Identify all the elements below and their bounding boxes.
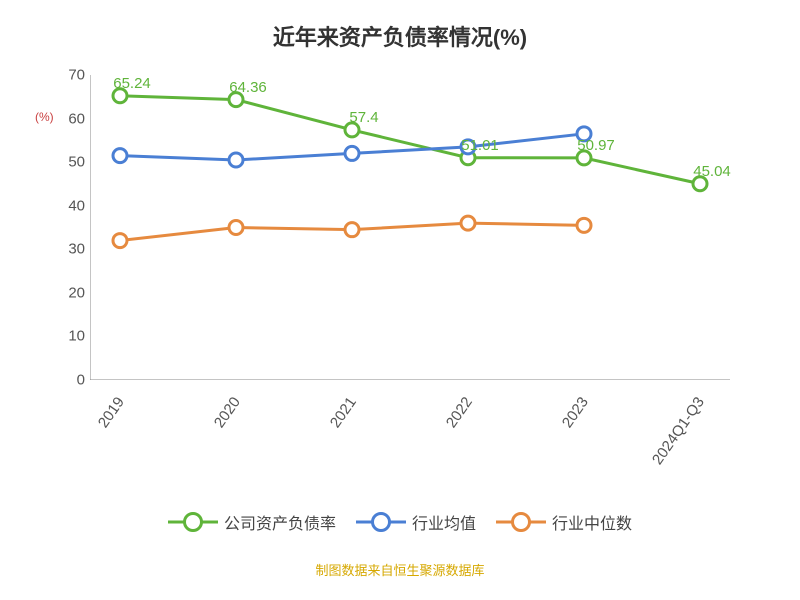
series-marker [345,146,359,160]
y-tick-label: 30 [55,241,85,258]
data-label: 57.4 [349,109,378,126]
chart-container: 近年来资产负债率情况(%) (%) 公司资产负债率 行业均值 行业中位数 制图数据来… [0,0,800,600]
legend-swatch [356,512,406,532]
y-tick-label: 0 [55,372,85,389]
x-tick-label: 2021 [327,394,360,431]
y-axis-label: (%) [35,110,54,124]
series-marker [113,234,127,248]
legend-item: 行业中位数 [496,510,632,534]
x-tick-label: 2024Q1-Q3 [649,394,708,468]
x-tick-label: 2023 [559,394,592,431]
legend-swatch [496,512,546,532]
series-marker [229,221,243,235]
legend-label: 行业中位数 [552,510,632,534]
data-label: 45.04 [693,163,731,180]
plot-area [90,75,730,380]
legend-swatch [168,512,218,532]
source-note: 制图数据来自恒生聚源数据库 [0,560,800,579]
series-marker [113,149,127,163]
y-tick-label: 70 [55,67,85,84]
series-marker [229,153,243,167]
series-marker [577,218,591,232]
y-tick-label: 40 [55,197,85,214]
series-marker [461,216,475,230]
x-tick-label: 2020 [211,394,244,431]
legend: 公司资产负债率 行业均值 行业中位数 [0,510,800,534]
series-marker [345,223,359,237]
y-tick-label: 20 [55,284,85,301]
x-tick-label: 2022 [443,394,476,431]
y-tick-label: 10 [55,328,85,345]
data-label: 65.24 [113,75,151,92]
data-label: 64.36 [229,79,267,96]
legend-item: 公司资产负债率 [168,510,336,534]
data-label: 51.01 [461,137,499,154]
y-tick-label: 50 [55,154,85,171]
x-tick-label: 2019 [95,394,128,431]
chart-title: 近年来资产负债率情况(%) [0,0,800,52]
chart-svg [90,75,730,380]
legend-item: 行业均值 [356,510,476,534]
y-tick-label: 60 [55,110,85,127]
legend-label: 公司资产负债率 [224,510,336,534]
legend-label: 行业均值 [412,510,476,534]
data-label: 50.97 [577,137,615,154]
